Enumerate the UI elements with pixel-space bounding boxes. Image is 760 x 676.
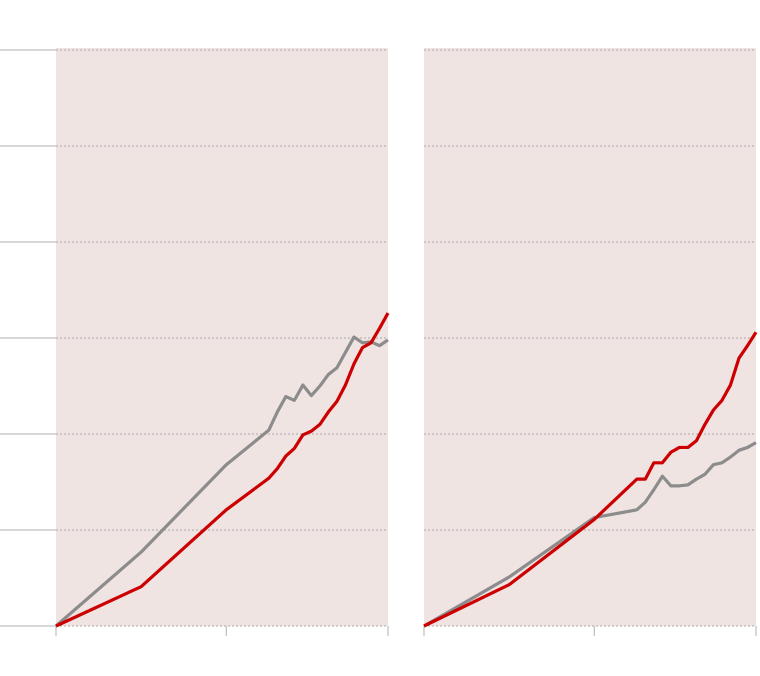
series-line bbox=[55, 312, 390, 628]
plot-background bbox=[424, 48, 756, 626]
plot-background bbox=[56, 48, 388, 626]
series-line bbox=[423, 331, 758, 628]
series-line bbox=[54, 335, 389, 628]
series-line bbox=[423, 441, 757, 628]
